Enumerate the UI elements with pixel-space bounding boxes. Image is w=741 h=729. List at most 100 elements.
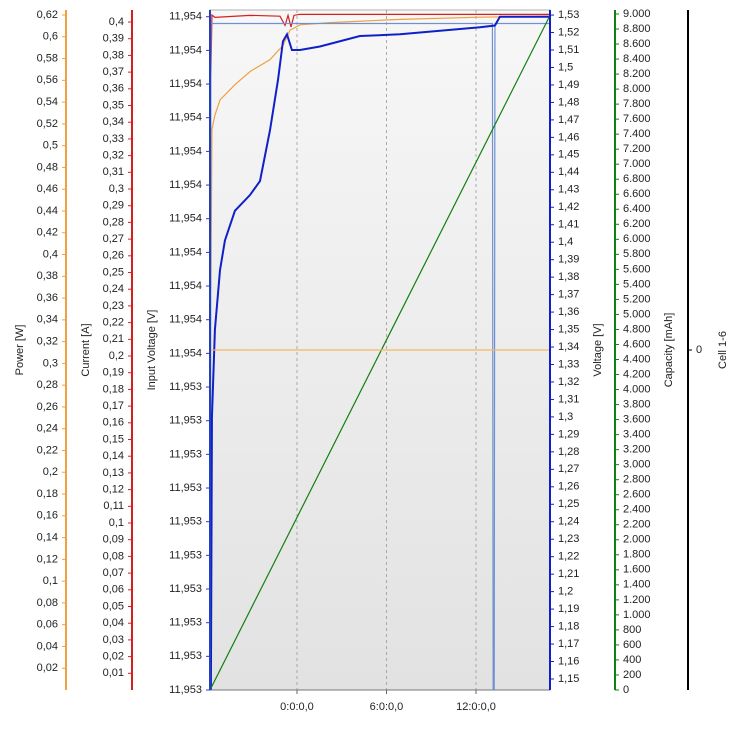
y-tick-label: 7.200 bbox=[623, 143, 651, 155]
y-tick-label: 0,42 bbox=[37, 227, 58, 239]
y-tick-label: 3.600 bbox=[623, 413, 651, 425]
axis-title: Voltage [V] bbox=[592, 323, 604, 376]
y-tick-label: 1,2 bbox=[558, 586, 573, 598]
y-tick-label: 0,38 bbox=[37, 270, 58, 282]
y-tick-label: 0,48 bbox=[37, 161, 58, 173]
y-tick-label: 11,954 bbox=[169, 246, 202, 258]
y-tick-label: 11,953 bbox=[169, 650, 202, 662]
y-tick-label: 0,5 bbox=[43, 140, 58, 152]
y-tick-label: 0,17 bbox=[103, 400, 124, 412]
y-tick-label: 0,6 bbox=[43, 31, 58, 43]
y-tick-label: 0 bbox=[623, 684, 629, 696]
y-tick-label: 9.000 bbox=[623, 8, 651, 20]
y-tick-label: 8.600 bbox=[623, 38, 651, 50]
y-tick-label: 1,33 bbox=[558, 358, 579, 370]
y-tick-label: 0,29 bbox=[103, 200, 124, 212]
y-tick-label: 1.000 bbox=[623, 609, 651, 621]
y-tick-label: 11,954 bbox=[169, 78, 202, 90]
y-tick-label: 1,39 bbox=[558, 254, 579, 266]
y-tick-label: 6.800 bbox=[623, 173, 651, 185]
y-tick-label: 400 bbox=[623, 654, 641, 666]
y-tick-label: 0,12 bbox=[103, 484, 124, 496]
y-tick-label: 1,5 bbox=[558, 61, 573, 73]
y-tick-label: 0,08 bbox=[37, 597, 58, 609]
y-tick-label: 1,29 bbox=[558, 428, 579, 440]
y-tick-label: 2.000 bbox=[623, 534, 651, 546]
x-tick-label: 0:0:0,0 bbox=[280, 701, 314, 713]
y-tick-label: 200 bbox=[623, 669, 641, 681]
y-tick-label: 0,38 bbox=[103, 49, 124, 61]
y-tick-label: 0,21 bbox=[103, 333, 124, 345]
y-tick-label: 0,37 bbox=[103, 66, 124, 78]
y-tick-label: 1,16 bbox=[558, 655, 579, 667]
y-tick-label: 0,32 bbox=[37, 336, 58, 348]
y-tick-label: 0,23 bbox=[103, 300, 124, 312]
y-tick-label: 1,15 bbox=[558, 673, 579, 685]
y-tick-label: 3.800 bbox=[623, 398, 651, 410]
y-tick-label: 11,953 bbox=[169, 448, 202, 460]
y-tick-label: 0,22 bbox=[103, 317, 124, 329]
y-tick-label: 2.600 bbox=[623, 489, 651, 501]
axis-title: Power [W] bbox=[14, 325, 26, 376]
y-tick-label: 600 bbox=[623, 639, 641, 651]
y-tick-label: 6.600 bbox=[623, 188, 651, 200]
y-tick-label: 11,954 bbox=[169, 112, 202, 124]
y-tick-label: 0,4 bbox=[43, 248, 58, 260]
y-tick-label: 11,953 bbox=[169, 617, 202, 629]
y-tick-label: 11,954 bbox=[169, 11, 202, 23]
y-tick-label: 0,36 bbox=[37, 292, 58, 304]
y-tick-label: 1,3 bbox=[558, 411, 573, 423]
y-tick-label: 0,26 bbox=[37, 401, 58, 413]
y-tick-label: 0,52 bbox=[37, 118, 58, 130]
y-tick-label: 11,954 bbox=[169, 280, 202, 292]
axis-title: Cell 1-6 bbox=[717, 331, 729, 369]
y-tick-label: 0,07 bbox=[103, 567, 124, 579]
y-tick-label: 0,19 bbox=[103, 367, 124, 379]
y-tick-label: 1,53 bbox=[558, 9, 579, 21]
y-tick-label: 0,01 bbox=[103, 667, 124, 679]
y-tick-label: 0,06 bbox=[103, 584, 124, 596]
y-tick-label: 3.200 bbox=[623, 444, 651, 456]
y-tick-label: 0,35 bbox=[103, 99, 124, 111]
y-tick-label: 11,953 bbox=[169, 415, 202, 427]
series-line bbox=[209, 15, 550, 690]
y-tick-label: 1,43 bbox=[558, 184, 579, 196]
y-tick-label: 0,34 bbox=[103, 116, 124, 128]
y-tick-label: 1,19 bbox=[558, 603, 579, 615]
y-tick-label: 0,13 bbox=[103, 467, 124, 479]
y-tick-label: 0,18 bbox=[37, 488, 58, 500]
x-tick-label: 6:0:0,0 bbox=[370, 701, 404, 713]
y-tick-label: 1,51 bbox=[558, 44, 579, 56]
y-tick-label: 0,08 bbox=[103, 550, 124, 562]
y-tick-label: 0,62 bbox=[37, 9, 58, 21]
axis-title: Capacity [mAh] bbox=[663, 313, 675, 388]
y-tick-label: 0,32 bbox=[103, 150, 124, 162]
y-tick-label: 0,4 bbox=[109, 16, 124, 28]
y-tick-label: 7.400 bbox=[623, 128, 651, 140]
y-tick-label: 11,953 bbox=[169, 482, 202, 494]
y-tick-label: 0,05 bbox=[103, 600, 124, 612]
y-tick-label: 1.400 bbox=[623, 579, 651, 591]
y-tick-label: 0,39 bbox=[103, 33, 124, 45]
y-tick-label: 6.400 bbox=[623, 203, 651, 215]
y-tick-label: 0,22 bbox=[37, 444, 58, 456]
y-tick-label: 2.400 bbox=[623, 504, 651, 516]
y-tick-label: 0,3 bbox=[109, 183, 124, 195]
series-line bbox=[210, 15, 551, 290]
y-tick-label: 4.000 bbox=[623, 383, 651, 395]
y-tick-label: 2.200 bbox=[623, 519, 651, 531]
y-tick-label: 6.000 bbox=[623, 233, 651, 245]
y-tick-label: 7.600 bbox=[623, 113, 651, 125]
y-tick-label: 1,24 bbox=[558, 516, 579, 528]
y-tick-label: 1.800 bbox=[623, 549, 651, 561]
y-tick-label: 0,2 bbox=[109, 350, 124, 362]
y-tick-label: 0,25 bbox=[103, 266, 124, 278]
y-tick-label: 11,954 bbox=[169, 347, 202, 359]
y-tick-label: 0,18 bbox=[103, 383, 124, 395]
y-tick-label: 5.600 bbox=[623, 263, 651, 275]
y-tick-label: 0,34 bbox=[37, 314, 58, 326]
y-tick-label: 1,52 bbox=[558, 26, 579, 38]
y-tick-label: 0,56 bbox=[37, 74, 58, 86]
y-tick-label: 0,31 bbox=[103, 166, 124, 178]
